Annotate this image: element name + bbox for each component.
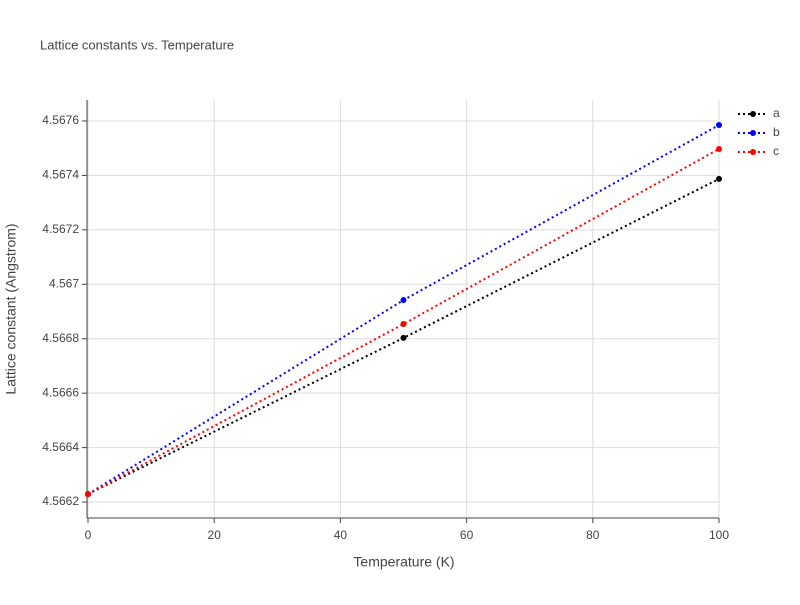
- legend-marker: [750, 111, 756, 117]
- y-tick-label: 4.5674: [42, 168, 79, 182]
- y-axis-title: Lattice constant (Angstrom): [3, 223, 19, 394]
- y-tick-label: 4.5662: [42, 494, 79, 508]
- point: [716, 145, 722, 152]
- x-tick-label: 100: [709, 528, 729, 542]
- x-axis-title: Temperature (K): [353, 554, 454, 570]
- legend-marker: [750, 130, 756, 136]
- legend-label: a: [773, 106, 780, 120]
- series-line: [87, 124, 720, 495]
- x-tick-label: 60: [460, 528, 474, 542]
- y-tick-label: 4.5668: [42, 331, 79, 345]
- point: [400, 334, 407, 341]
- x-tick-label: 80: [586, 528, 600, 542]
- point: [400, 321, 407, 328]
- y-tick-label: 4.5664: [42, 440, 79, 454]
- y-tick-label: 4.567: [49, 276, 79, 290]
- x-tick-label: 0: [85, 528, 92, 542]
- x-tick-label: 40: [334, 528, 348, 542]
- y-tick-label: 4.5676: [42, 113, 79, 127]
- point: [85, 491, 91, 498]
- legend-marker: [750, 149, 756, 155]
- point: [400, 297, 407, 304]
- point: [716, 122, 722, 129]
- chart-title: Lattice constants vs. Temperature: [40, 37, 234, 52]
- point: [716, 175, 722, 182]
- legend-label: c: [773, 144, 779, 158]
- y-tick-label: 4.5672: [42, 222, 79, 236]
- x-tick-label: 20: [208, 528, 222, 542]
- legend-label: b: [773, 125, 780, 139]
- y-tick-label: 4.5666: [42, 385, 79, 399]
